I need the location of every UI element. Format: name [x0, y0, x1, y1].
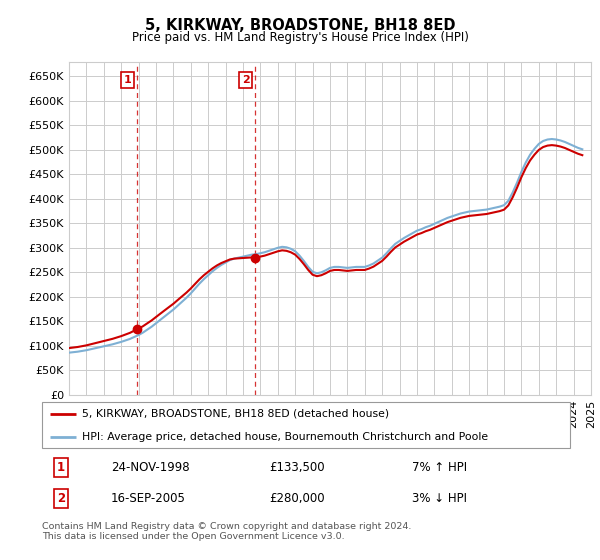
Text: 5, KIRKWAY, BROADSTONE, BH18 8ED (detached house): 5, KIRKWAY, BROADSTONE, BH18 8ED (detach…	[82, 409, 389, 418]
Text: 1: 1	[124, 75, 131, 85]
Text: 1: 1	[57, 461, 65, 474]
Text: 2: 2	[242, 75, 250, 85]
Text: £280,000: £280,000	[269, 492, 325, 505]
Text: £133,500: £133,500	[269, 461, 325, 474]
Text: 7% ↑ HPI: 7% ↑ HPI	[412, 461, 467, 474]
Text: Price paid vs. HM Land Registry's House Price Index (HPI): Price paid vs. HM Land Registry's House …	[131, 31, 469, 44]
Text: 3% ↓ HPI: 3% ↓ HPI	[412, 492, 467, 505]
Text: 24-NOV-1998: 24-NOV-1998	[110, 461, 189, 474]
Text: 16-SEP-2005: 16-SEP-2005	[110, 492, 185, 505]
Text: 5, KIRKWAY, BROADSTONE, BH18 8ED: 5, KIRKWAY, BROADSTONE, BH18 8ED	[145, 18, 455, 33]
Text: Contains HM Land Registry data © Crown copyright and database right 2024.
This d: Contains HM Land Registry data © Crown c…	[42, 522, 412, 542]
FancyBboxPatch shape	[42, 402, 570, 448]
Text: 2: 2	[57, 492, 65, 505]
Text: HPI: Average price, detached house, Bournemouth Christchurch and Poole: HPI: Average price, detached house, Bour…	[82, 432, 488, 441]
